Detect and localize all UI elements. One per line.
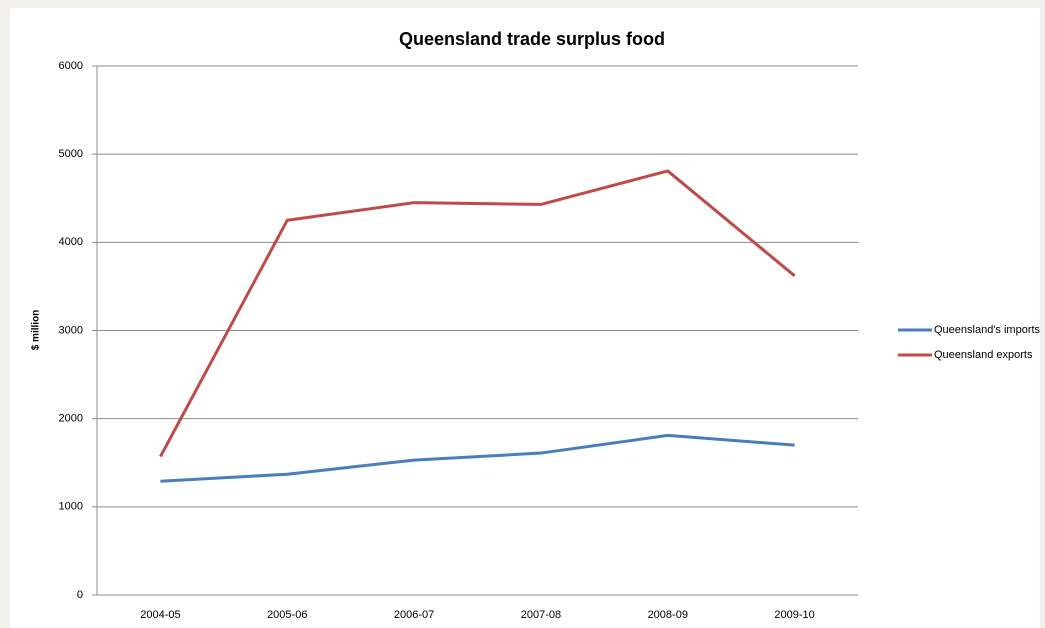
y-axis-label: $ million xyxy=(31,310,42,351)
x-tick-label: 2007-08 xyxy=(521,609,561,621)
legend-label: Queensland's imports xyxy=(934,324,1041,336)
series-line xyxy=(160,433,795,483)
legend-label: Queensland exports xyxy=(934,349,1033,361)
chart-title: Queensland trade surplus food xyxy=(399,29,665,49)
x-tick-label: 2009-10 xyxy=(774,609,814,621)
y-tick-label: 4000 xyxy=(59,236,83,248)
y-tick-label: 1000 xyxy=(59,501,83,513)
y-tick-label: 2000 xyxy=(59,413,83,425)
y-tick-label: 3000 xyxy=(59,324,83,336)
x-tick-label: 2006-07 xyxy=(394,609,434,621)
series-line xyxy=(159,169,796,458)
y-tick-label: 0 xyxy=(77,589,83,601)
x-tick-label: 2008-09 xyxy=(648,609,688,621)
x-tick-label: 2004-05 xyxy=(140,609,180,621)
x-tick-label: 2005-06 xyxy=(267,609,307,621)
y-tick-label: 6000 xyxy=(59,60,83,72)
y-tick-label: 5000 xyxy=(59,148,83,160)
chart-background xyxy=(10,8,1040,628)
